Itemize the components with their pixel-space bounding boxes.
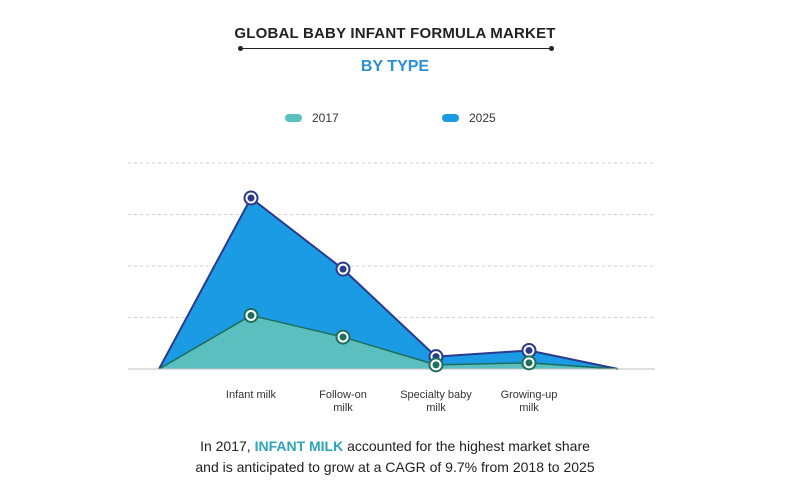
area-series-2017 bbox=[159, 315, 618, 369]
marker-dot-2017-0 bbox=[247, 311, 255, 319]
caption-line-2: and is anticipated to grow at a CAGR of … bbox=[195, 459, 595, 475]
marker-dot-2025-3 bbox=[525, 346, 533, 354]
caption-line-1: In 2017, INFANT MILK accounted for the h… bbox=[0, 436, 790, 457]
x-tick-label-line: Growing-up bbox=[501, 389, 558, 401]
marker-dot-2025-0 bbox=[247, 194, 255, 202]
legend-swatch-2017 bbox=[285, 114, 302, 122]
chart-subtitle: BY TYPE bbox=[360, 58, 430, 75]
marker-dot-2017-1 bbox=[339, 333, 347, 341]
marker-dot-2025-1 bbox=[339, 265, 347, 273]
x-tick-label-1: Follow-on milk bbox=[319, 389, 367, 414]
title-underline bbox=[238, 46, 554, 51]
x-tick-label-2: Specialty baby milk bbox=[400, 389, 472, 414]
legend-item-2017: 2017 bbox=[285, 111, 339, 125]
legend-item-2025: 2025 bbox=[442, 111, 496, 125]
x-tick-label-line: milk bbox=[333, 402, 353, 414]
x-tick-label-0: Infant milk bbox=[226, 389, 277, 401]
legend-swatch-2025 bbox=[442, 114, 459, 122]
x-tick-label-line: Specialty baby bbox=[400, 389, 472, 401]
x-tick-label-line: Infant milk bbox=[226, 389, 277, 401]
x-tick-label-line: milk bbox=[426, 402, 446, 414]
chart-caption: In 2017, INFANT MILK accounted for the h… bbox=[0, 436, 790, 478]
caption-line-1-post: accounted for the highest market share bbox=[343, 438, 590, 454]
line-series-2025 bbox=[158, 197, 619, 370]
marker-dot-2017-2 bbox=[432, 361, 440, 369]
caption-highlight: INFANT MILK bbox=[254, 438, 344, 454]
x-tick-label-line: Follow-on bbox=[319, 389, 367, 401]
legend-label-2025: 2025 bbox=[469, 111, 496, 125]
chart-title: GLOBAL BABY INFANT FORMULA MARKET bbox=[234, 25, 556, 42]
underline-dot-left bbox=[238, 46, 243, 51]
marker-dot-2017-3 bbox=[525, 359, 533, 367]
legend-label-2017: 2017 bbox=[312, 111, 339, 125]
x-tick-label-3: Growing-up milk bbox=[501, 389, 558, 414]
caption-line-1-pre: In 2017, bbox=[200, 438, 255, 454]
underline-dot-right bbox=[549, 46, 554, 51]
x-tick-label-line: milk bbox=[519, 402, 539, 414]
line-series-2017 bbox=[158, 314, 619, 370]
